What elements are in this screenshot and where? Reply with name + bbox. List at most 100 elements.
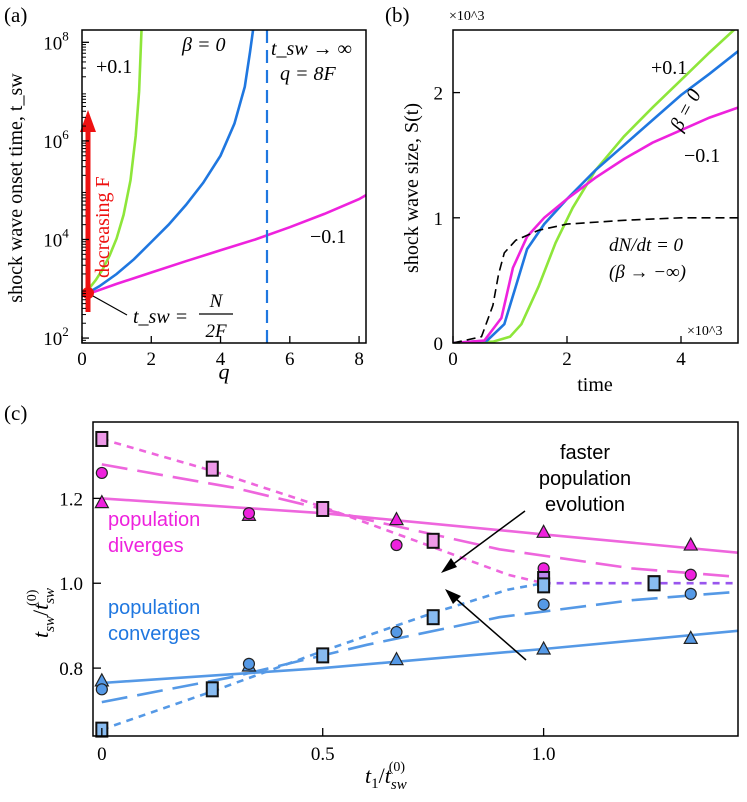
c-xtick-label: 1.0 [532, 744, 556, 765]
a-ytick-label: 108 [43, 28, 69, 54]
converges-line1: population [108, 597, 200, 619]
panel-a: (a) 0 2 4 6 8 102 104 106 108 +0.1 β = 0 t_sw → … [4, 3, 367, 384]
a-xtick-label: 4 [216, 349, 226, 370]
panel-c-diverges-triangle-4 [683, 536, 699, 551]
panel-c-fits [101, 437, 738, 731]
multiplier-y: ×10^3 [449, 9, 484, 24]
panel-c-diverges-circle-1 [242, 507, 256, 520]
multiplier-x: ×10^3 [687, 324, 722, 339]
tsw-eq-den: 2F [205, 321, 227, 342]
panel-c-diverges-triangle-0 [94, 494, 110, 509]
panel-c-diverges-circle-4 [684, 568, 697, 581]
xlabel-c: t1/tsw(0) [365, 760, 407, 793]
c-xtick-label: 0 [97, 744, 107, 765]
panel-b-series-3 [453, 217, 738, 343]
panel-c-converges-square-4 [537, 577, 551, 594]
tsw-pointer-line [92, 295, 128, 316]
panel-b-frame [452, 29, 739, 344]
label-plus-a: +0.1 [96, 56, 132, 78]
panel-c-diverges-square-3 [426, 532, 440, 549]
b-xtick-label: 0 [448, 349, 458, 370]
dndt-line2: (β → −∞) [609, 262, 686, 283]
b-ytick-label: 1 [434, 209, 444, 230]
panel-c-fit-5 [101, 590, 738, 704]
label-beta-a: β = 0 [181, 34, 225, 56]
label-plus-b: +0.1 [651, 57, 687, 79]
panel-c-converges-circle-0 [95, 683, 108, 696]
panel-b-axes: 0 2 4 0 1 2 [434, 84, 687, 370]
diverges-line2: diverges [108, 535, 184, 557]
panel-c-frame [92, 421, 739, 737]
ylabel-c: tsw/tsw(0) [25, 588, 58, 638]
panel-c-converges-circle-1 [242, 657, 256, 670]
panel-c-diverges-triangle-2 [388, 511, 405, 526]
ylabel-b: shock wave size, S(t) [401, 103, 423, 273]
decreasing-f-label: decreasing F [92, 176, 114, 278]
panel-c-converges-circle-3 [537, 598, 550, 611]
faster-line3: evolution [545, 494, 625, 516]
a-xtick-label: 6 [285, 349, 295, 370]
panel-c-fit-4 [101, 629, 738, 685]
diverges-line1: population [108, 509, 200, 531]
panel-c-converges-triangle-2 [388, 651, 405, 666]
panel-c-converges-triangle-4 [683, 630, 699, 645]
panel-c-diverges-square-2 [316, 500, 330, 517]
faster-arrow-lower [445, 589, 527, 661]
panel-c-fit-0 [101, 497, 738, 554]
tsw-inf-line2: q = 8F [280, 63, 336, 85]
panel-b-label: (b) [385, 3, 410, 27]
panel-c: (c) 0 0.5 1.0 0.8 1.0 1.2 faster population e… [4, 401, 739, 793]
panel-c-converges-square-1 [205, 681, 219, 698]
b-ytick-label: 0 [434, 334, 444, 355]
a-ytick-label: 104 [43, 225, 69, 251]
svg-text:t1/tsw(0): t1/tsw(0) [365, 760, 407, 793]
faster-arrow-upper [441, 510, 526, 573]
panel-b-series-2 [453, 106, 738, 343]
panel-c-diverges-circle-2 [390, 538, 403, 552]
panel-c-diverges-triangle-3 [536, 524, 552, 538]
label-minus-b: −0.1 [684, 145, 720, 167]
dndt-line1: dN/dt = 0 [609, 235, 684, 256]
panel-c-converges-circle-4 [684, 587, 697, 600]
panel-c-fit-6 [101, 581, 544, 731]
c-xtick-label: 0.5 [311, 744, 335, 765]
panel-c-diverges-square-1 [205, 460, 219, 477]
panel-c-label: (c) [4, 401, 27, 425]
panel-b-curves [453, 30, 738, 343]
panel-a-label: (a) [4, 3, 27, 27]
panel-a-series-1 [82, 30, 255, 298]
a-ytick-label: 102 [43, 324, 69, 350]
panel-a-series-2 [82, 193, 366, 298]
c-ytick-label: 1.0 [59, 574, 83, 595]
a-xtick-label: 8 [354, 349, 364, 370]
svg-text:tsw/tsw(0): tsw/tsw(0) [25, 588, 58, 638]
c-ytick-label: 0.8 [59, 659, 83, 680]
panel-b-series-0 [453, 30, 736, 343]
xlabel-b: time [577, 374, 613, 396]
faster-line2: population [539, 468, 631, 490]
label-minus-a: −0.1 [310, 226, 346, 248]
panel-a-series-0 [82, 30, 143, 298]
ylabel-a: shock wave onset time, t_sw [5, 73, 27, 303]
panel-c-diverges-square-0 [95, 430, 109, 447]
panel-c-axes: 0 0.5 1.0 0.8 1.0 1.2 [59, 489, 555, 765]
panel-c-converges-circle-2 [390, 625, 403, 639]
panel-c-markers [94, 430, 699, 738]
panel-a-frame [81, 29, 367, 344]
b-xtick-label: 2 [562, 349, 572, 370]
panel-b: (b) ×10^3 ×10^3 0 2 4 0 1 2 +0.1 β = 0 −0.1 d… [385, 3, 739, 396]
faster-line1: faster [560, 442, 610, 464]
panel-c-converges-square-2 [316, 647, 330, 664]
a-ytick-label: 106 [43, 127, 69, 153]
panel-c-converges-square-5 [647, 575, 661, 592]
start-point [82, 287, 94, 299]
a-xtick-label: 0 [77, 349, 87, 370]
a-xtick-label: 2 [147, 349, 157, 370]
panel-c-fit-2 [101, 437, 544, 585]
converges-line2: converges [108, 623, 200, 645]
tsw-inf-line1: t_sw → ∞ [271, 38, 352, 60]
xlabel-a: q [219, 359, 230, 384]
b-ytick-label: 2 [434, 84, 444, 105]
tsw-eq-lhs: t_sw = [133, 306, 188, 328]
panel-a-curves [82, 30, 366, 298]
